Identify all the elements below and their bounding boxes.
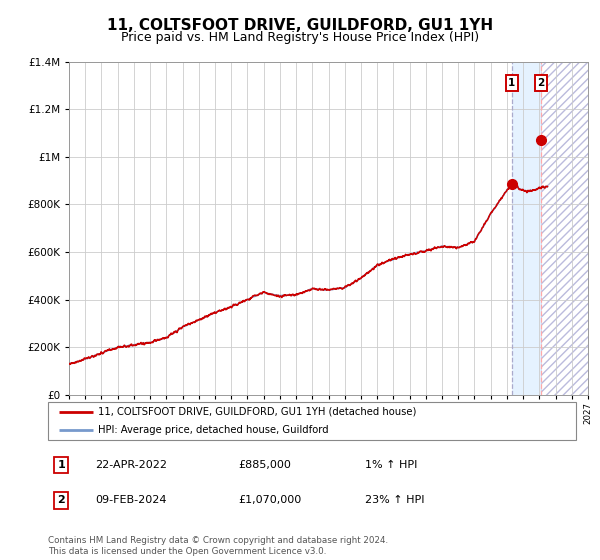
Text: Price paid vs. HM Land Registry's House Price Index (HPI): Price paid vs. HM Land Registry's House … bbox=[121, 31, 479, 44]
Text: HPI: Average price, detached house, Guildford: HPI: Average price, detached house, Guil… bbox=[98, 425, 329, 435]
Text: 11, COLTSFOOT DRIVE, GUILDFORD, GU1 1YH: 11, COLTSFOOT DRIVE, GUILDFORD, GU1 1YH bbox=[107, 18, 493, 33]
Text: 22-APR-2022: 22-APR-2022 bbox=[95, 460, 167, 470]
Bar bbox=[541, 62, 591, 395]
Text: 2: 2 bbox=[538, 78, 545, 88]
Text: £1,070,000: £1,070,000 bbox=[238, 496, 301, 506]
Text: 1% ↑ HPI: 1% ↑ HPI bbox=[365, 460, 417, 470]
Text: 09-FEB-2024: 09-FEB-2024 bbox=[95, 496, 167, 506]
Text: 1: 1 bbox=[508, 78, 515, 88]
Text: Contains HM Land Registry data © Crown copyright and database right 2024.
This d: Contains HM Land Registry data © Crown c… bbox=[48, 536, 388, 556]
Text: 11, COLTSFOOT DRIVE, GUILDFORD, GU1 1YH (detached house): 11, COLTSFOOT DRIVE, GUILDFORD, GU1 1YH … bbox=[98, 407, 416, 417]
Text: 23% ↑ HPI: 23% ↑ HPI bbox=[365, 496, 424, 506]
Text: 1: 1 bbox=[58, 460, 65, 470]
Text: 2: 2 bbox=[58, 496, 65, 506]
FancyBboxPatch shape bbox=[48, 402, 576, 440]
Text: £885,000: £885,000 bbox=[238, 460, 291, 470]
Bar bbox=[512, 62, 541, 395]
